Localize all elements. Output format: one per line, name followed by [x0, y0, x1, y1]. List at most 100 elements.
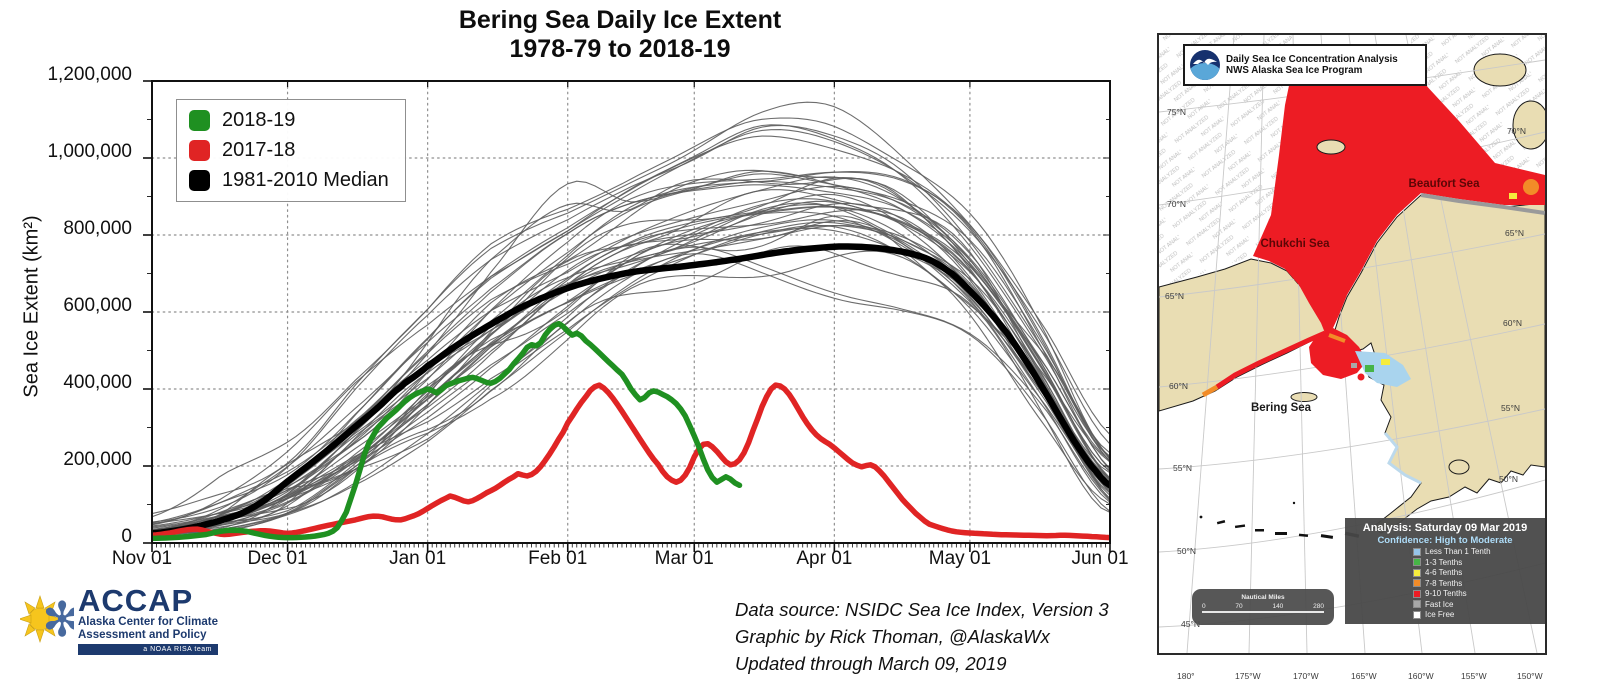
lat-label-right: 70°N [1507, 126, 1526, 136]
chart-title-line2: 1978-79 to 2018-19 [509, 35, 731, 63]
map-legend-label: 4-6 Tenths [1425, 568, 1463, 577]
ice-extent-plot [143, 80, 1111, 552]
ice-4-6-norton [1381, 359, 1390, 365]
map-header: Daily Sea Ice Concentration Analysis NWS… [1183, 44, 1427, 86]
legend-color-chip [189, 110, 210, 131]
map-legend-chip [1413, 600, 1421, 609]
y-tick-label: 200,000 [63, 449, 132, 470]
sun-snowflake-icon: ✻ [20, 592, 74, 648]
map-analysis-legend: Analysis: Saturday 09 Mar 2019 Confidenc… [1345, 518, 1545, 624]
ice-less-1-tenth-norton [1355, 351, 1411, 387]
map-legend-item: 4-6 Tenths [1413, 568, 1539, 578]
ice-chukotka-coast [1215, 330, 1327, 390]
scale-bar-title: Nautical Miles [1241, 594, 1285, 601]
map-header-line2: NWS Alaska Sea Ice Program [1226, 65, 1363, 76]
lat-label-right: 60°N [1503, 318, 1522, 328]
map-legend-label: 1-3 Tenths [1425, 557, 1463, 567]
map-legend-label: 9-10 Tenths [1425, 589, 1467, 598]
island-topright-1 [1473, 53, 1527, 87]
y-tick-label: 1,000,000 [47, 141, 132, 162]
legend-row: 2017-18 [189, 139, 389, 162]
map-legend-label: Ice Free [1425, 610, 1455, 619]
fast-ice-speck [1351, 363, 1357, 368]
analysis-date: Analysis: Saturday 09 Mar 2019 [1362, 522, 1528, 534]
lat-label-left: 55°N [1173, 463, 1192, 473]
svg-text:✻: ✻ [42, 592, 74, 648]
island-wrangel [1316, 139, 1346, 155]
ice-7-8-beaufort [1523, 179, 1539, 195]
concentration-legend-items: Less Than 1 Tenth 1-3 Tenths 4-6 Tenths 7-8… [1351, 547, 1539, 620]
map-legend-label: Less Than 1 Tenth [1425, 547, 1491, 556]
accap-text: ACCAP Alaska Center for Climate Assessme… [78, 583, 218, 655]
map-legend-chip [1413, 589, 1421, 598]
y-tick-label: 400,000 [63, 372, 132, 393]
lat-label-right: 55°N [1501, 403, 1520, 413]
map-legend-item: Fast Ice [1413, 600, 1539, 610]
accap-name-line1: Alaska Center for Climate [78, 616, 218, 628]
island-kodiak [1448, 459, 1470, 475]
legend-color-chip [189, 170, 210, 191]
accap-name-line2: Assessment and Policy [78, 628, 207, 641]
map-header-text: Daily Sea Ice Concentration Analysis NWS… [1226, 54, 1398, 77]
ice-9-10-speck [1357, 373, 1365, 381]
chart-legend: 2018-19 2017-18 1981-2010 Median [176, 99, 406, 202]
lat-label-left: 70°N [1167, 199, 1186, 209]
x-tick-label: Dec 01 [247, 548, 308, 569]
chart-title: Bering Sea Daily Ice Extent 1978-79 to 2… [140, 6, 1100, 64]
scale-bar-tick: 0 [1202, 603, 1206, 610]
map-scale-bar: Nautical Miles 0 70 140 280 [1192, 589, 1334, 625]
scale-bar-numbers: 0 70 140 280 [1192, 603, 1334, 610]
map-legend-item: 7-8 Tenths [1413, 579, 1539, 589]
legend-label: 2018-19 [222, 109, 296, 131]
label-chukchi-sea: Chukchi Sea [1260, 238, 1330, 250]
ice-1-3-norton [1365, 365, 1374, 372]
ice-edge-sw-coast [1383, 432, 1422, 485]
lat-label-left: 65°N [1165, 291, 1184, 301]
map-legend-item: 1-3 Tenths [1413, 558, 1539, 568]
lon-label: 180° [1177, 671, 1195, 681]
lon-label: 155°W [1461, 671, 1487, 681]
lat-label-left: 45°N [1181, 619, 1200, 629]
scale-bar-tick: 70 [1235, 603, 1243, 610]
ice-9-10-tenths [1253, 69, 1545, 333]
lat-label-left: 75°N [1167, 107, 1186, 117]
fast-ice-beaufort-coast [1420, 193, 1545, 215]
label-bering-sea: Bering Sea [1251, 402, 1312, 414]
ice-4-6-beaufort [1509, 193, 1517, 199]
credit-data-source: Data source: NSIDC Sea Ice Index, Versio… [735, 599, 1109, 620]
map-legend-chip [1413, 558, 1421, 567]
legend-label: 1981-2010 Median [222, 169, 389, 191]
x-tick-label: Mar 01 [654, 548, 714, 569]
lon-label: 160°W [1408, 671, 1434, 681]
sea-ice-map-panel: NOT ANALYZED NOT ANALYZED [1157, 33, 1547, 681]
lat-label-right: 50°N [1499, 474, 1518, 484]
chart-title-line1: Bering Sea Daily Ice Extent [458, 6, 782, 34]
scale-bar-tick: 140 [1272, 603, 1284, 610]
ice-7-8-norton [1328, 333, 1346, 343]
legend-row: 1981-2010 Median [189, 169, 389, 192]
map-legend-chip [1413, 547, 1421, 556]
label-beaufort-sea: Beaufort Sea [1409, 178, 1481, 190]
map-legend-chip [1413, 568, 1421, 577]
accap-acronym: ACCAP [78, 583, 194, 618]
noaa-logo-icon [1190, 50, 1220, 80]
x-tick-label: Jun 01 [1071, 548, 1129, 569]
legend-label: 2017-18 [222, 139, 296, 161]
credit-author: Graphic by Rick Thoman, @AlaskaWx [735, 626, 1050, 647]
legend-color-chip [189, 140, 210, 161]
y-tick-label: 800,000 [63, 218, 132, 239]
map-header-line1: Daily Sea Ice Concentration Analysis [1226, 53, 1398, 65]
island-topright-2 [1512, 100, 1545, 150]
lon-label: 175°W [1235, 671, 1261, 681]
x-tick-label: Nov 01 [111, 548, 173, 569]
map-legend-chip [1413, 610, 1421, 619]
lon-label: 170°W [1293, 671, 1319, 681]
ice-7-8-chukotka-tip [1201, 384, 1219, 398]
x-tick-label: May 01 [928, 548, 992, 569]
legend-row: 2018-19 [189, 109, 389, 132]
analysis-confidence: Confidence: High to Moderate [1377, 535, 1513, 546]
map-legend-chip [1413, 579, 1421, 588]
map-legend-item: 9-10 Tenths [1413, 589, 1539, 599]
lat-label-left: 50°N [1177, 546, 1196, 556]
